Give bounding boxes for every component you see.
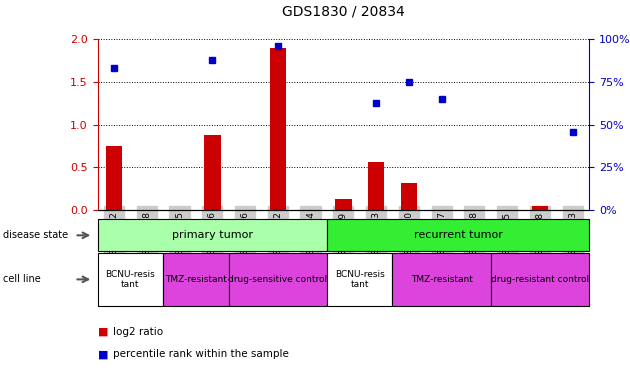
Text: ■: ■ (98, 350, 108, 359)
Bar (335, 199, 352, 210)
Text: primary tumor: primary tumor (172, 230, 253, 240)
Bar (270, 48, 286, 210)
Text: drug-sensitive control: drug-sensitive control (228, 275, 328, 284)
Text: TMZ-resistant: TMZ-resistant (165, 275, 227, 284)
Text: percentile rank within the sample: percentile rank within the sample (113, 350, 289, 359)
Bar (401, 183, 417, 210)
Bar (368, 162, 384, 210)
Text: TMZ-resistant: TMZ-resistant (411, 275, 472, 284)
Text: log2 ratio: log2 ratio (113, 327, 164, 337)
Text: drug-resistant control: drug-resistant control (491, 275, 589, 284)
Text: GDS1830 / 20834: GDS1830 / 20834 (282, 5, 404, 19)
Bar (532, 206, 548, 210)
Bar (204, 135, 220, 210)
Text: cell line: cell line (3, 274, 41, 284)
Text: disease state: disease state (3, 230, 68, 240)
Text: BCNU-resis
tant: BCNU-resis tant (106, 270, 155, 289)
Text: BCNU-resis
tant: BCNU-resis tant (335, 270, 384, 289)
Bar (106, 146, 122, 210)
Text: ■: ■ (98, 327, 108, 337)
Text: recurrent tumor: recurrent tumor (413, 230, 503, 240)
